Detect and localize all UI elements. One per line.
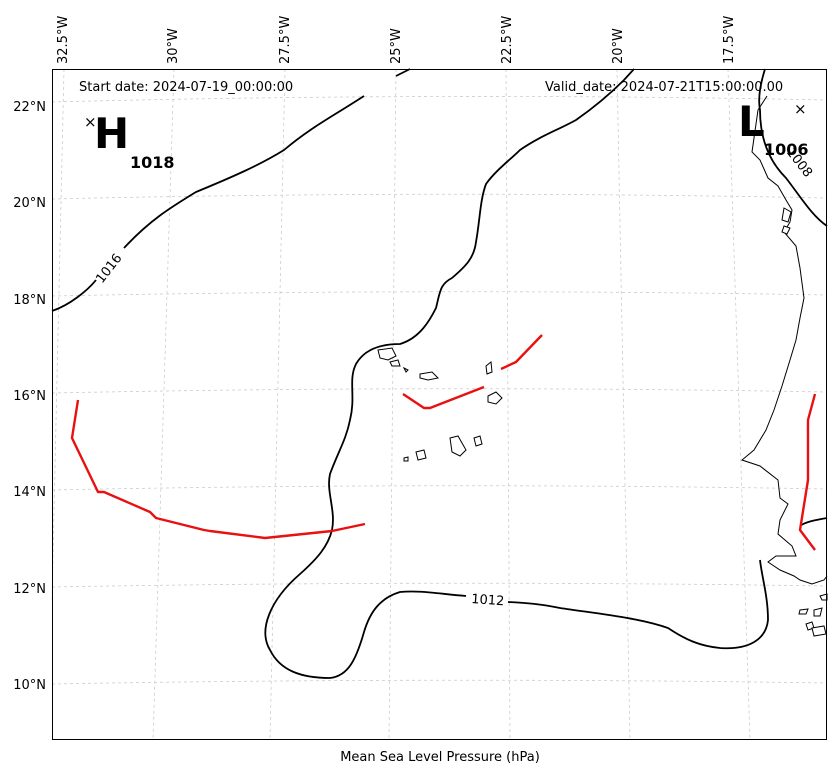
valid-date: Valid_date: 2024-07-21T15:00:00.00 <box>545 80 783 95</box>
isobar-label-1012: 1012 <box>471 592 505 609</box>
high-value: 1018 <box>130 153 175 172</box>
lat-tick: 20°N <box>13 196 46 211</box>
front-central <box>402 385 485 410</box>
isobar-label-1016: 1016 <box>93 251 125 286</box>
fronts <box>70 334 817 551</box>
start-date: Start date: 2024-07-19_00:00:00 <box>79 80 293 95</box>
longitude-ticks: 32.5°W 30°W 27.5°W 25°W 22.5°W 20°W 17.5… <box>56 16 737 64</box>
lat-tick: 12°N <box>13 582 46 597</box>
lon-tick: 20°W <box>611 28 626 64</box>
isobar-1012 <box>264 68 828 679</box>
latitude-ticks: 22°N 20°N 18°N 16°N 14°N 12°N 10°N <box>13 100 46 693</box>
map-frame <box>52 69 827 740</box>
front-east <box>798 393 817 551</box>
lat-tick: 10°N <box>13 678 46 693</box>
lat-tick: 14°N <box>13 485 46 500</box>
high-letter: H <box>94 109 129 158</box>
high-pressure-center: × H 1018 <box>84 109 175 172</box>
front-west <box>70 399 366 540</box>
low-letter: L <box>738 97 765 146</box>
front-northeast <box>500 334 543 371</box>
cape-verde-islands <box>377 347 503 462</box>
lon-tick: 27.5°W <box>278 16 293 64</box>
map-caption: Mean Sea Level Pressure (hPa) <box>340 750 540 765</box>
lat-tick: 18°N <box>13 293 46 308</box>
low-value: 1006 <box>764 140 809 159</box>
graticule <box>51 68 828 741</box>
coastline <box>740 95 828 637</box>
isobars <box>51 68 828 679</box>
lon-tick: 25°W <box>389 28 404 64</box>
lon-tick: 17.5°W <box>722 16 737 64</box>
lon-tick: 32.5°W <box>56 16 71 64</box>
lon-tick: 22.5°W <box>500 16 515 64</box>
center-marker-icon: × <box>794 100 807 118</box>
low-pressure-center: × L 1006 <box>738 97 809 159</box>
isobar-1016 <box>51 68 411 312</box>
center-marker-icon: × <box>84 113 97 131</box>
lat-tick: 16°N <box>13 389 46 404</box>
lat-tick: 22°N <box>13 100 46 115</box>
lon-tick: 30°W <box>166 28 181 64</box>
